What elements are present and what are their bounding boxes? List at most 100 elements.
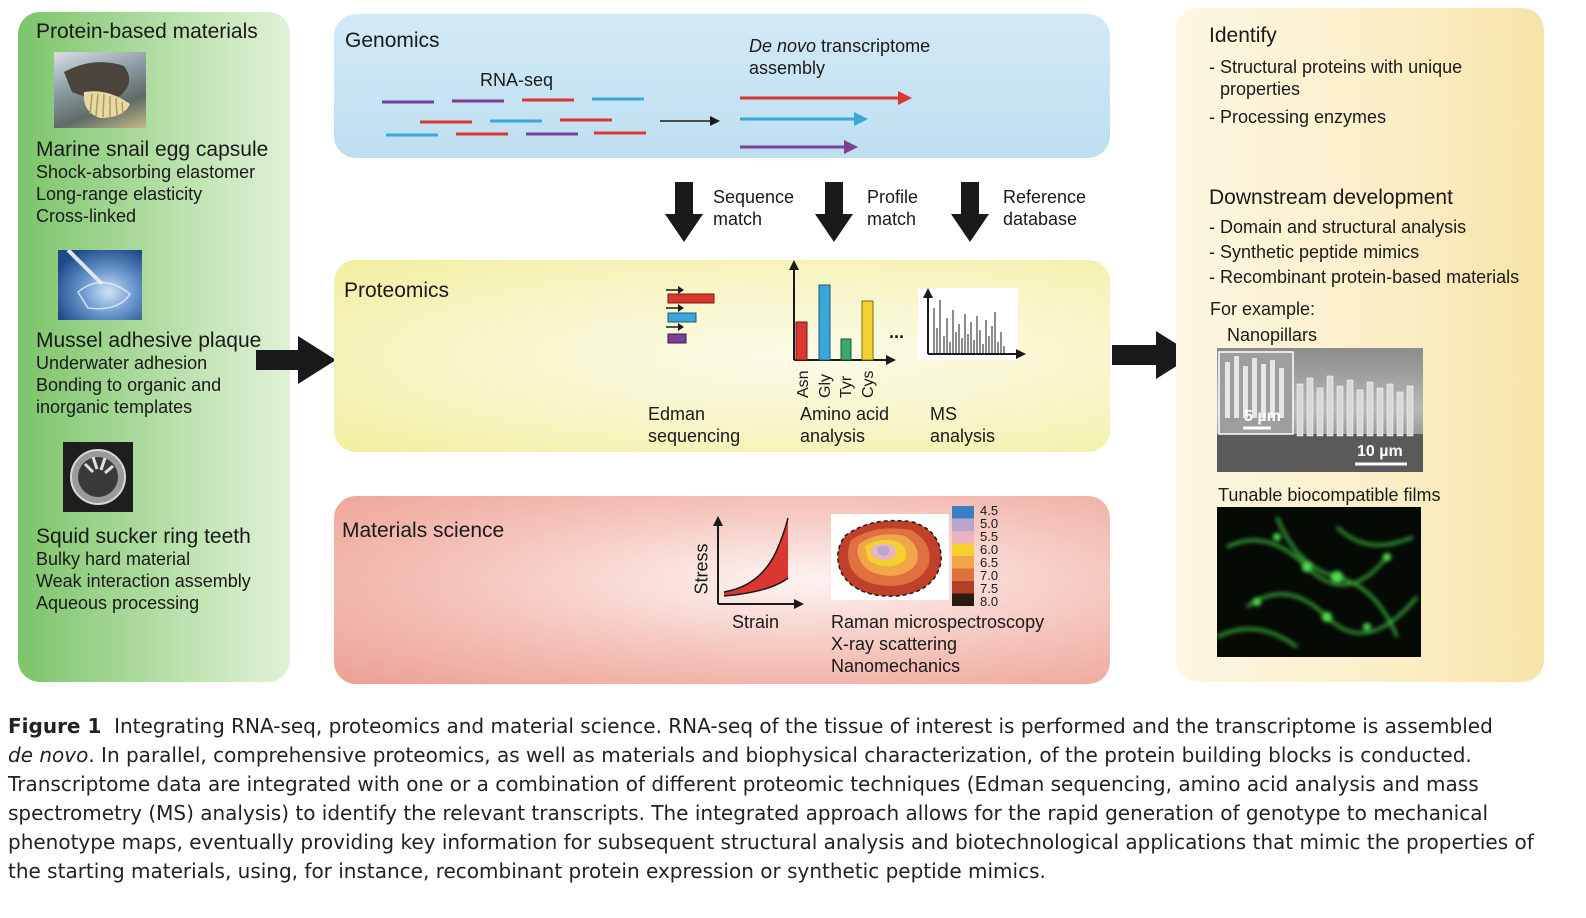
ms-spectrum xyxy=(923,288,1026,359)
proteomics-to-right-arrow xyxy=(1112,331,1194,379)
mussel-line-3: inorganic templates xyxy=(36,397,193,417)
edman-label-2: sequencing xyxy=(648,426,741,446)
materials-science-title: Materials science xyxy=(342,519,505,542)
amino-acid-label-2: analysis xyxy=(800,426,866,446)
legend-swatch xyxy=(952,543,974,556)
reference-database-label-2: database xyxy=(1003,209,1078,229)
legend-swatch xyxy=(952,506,974,519)
assembled-transcripts xyxy=(740,91,912,154)
strain-label: Strain xyxy=(732,612,780,632)
rnaseq-label: RNA-seq xyxy=(480,70,554,90)
caption-line-6: the starting materials, using, for insta… xyxy=(8,859,1046,883)
profile-match-label-1: Profile xyxy=(867,187,919,207)
figure-label: Figure 1 xyxy=(8,714,102,738)
caption-italic: de novo xyxy=(8,743,89,767)
raman-map xyxy=(837,519,942,597)
snail-line-3: Cross-linked xyxy=(36,206,137,226)
tick-tyr: Tyr xyxy=(838,375,855,398)
proteomics-title: Proteomics xyxy=(344,279,450,302)
identify-item-2: - Processing enzymes xyxy=(1209,107,1387,127)
legend-value: 7.0 xyxy=(980,568,999,583)
caption-line-1: Figure 1 Integrating RNA-seq, proteomics… xyxy=(8,712,1568,741)
caption-line-2: de novo. In parallel, comprehensive prot… xyxy=(8,741,1568,770)
identify-title: Identify xyxy=(1209,24,1277,47)
caption-line-5: phenotype maps, eventually providing key… xyxy=(8,830,1534,854)
snail-line-1: Shock-absorbing elastomer xyxy=(36,162,256,182)
squid-heading: Squid sucker ring teeth xyxy=(36,525,251,548)
bar-cys-yellow xyxy=(861,300,874,361)
squid-line-1: Bulky hard material xyxy=(36,549,191,569)
assembly-arrow xyxy=(660,116,720,126)
reference-database-arrow xyxy=(951,182,989,242)
snail-line-2: Long-range elasticity xyxy=(36,184,203,204)
caption-text-1: Integrating RNA-seq, proteomics and mate… xyxy=(114,714,1493,738)
for-example-label: For example: xyxy=(1210,299,1316,319)
reference-database-label-1: Reference xyxy=(1003,187,1087,207)
mussel-line-2: Bonding to organic and xyxy=(36,375,222,395)
ellipsis-label: ... xyxy=(889,322,905,342)
genomics-title: Genomics xyxy=(345,29,440,52)
figure-caption: Figure 1 Integrating RNA-seq, proteomics… xyxy=(8,712,1568,886)
bar-tyr-green xyxy=(840,338,852,361)
nanopillars-label: Nanopillars xyxy=(1227,325,1318,345)
materials-science-panel xyxy=(334,496,1110,684)
downstream-item-3: - Recombinant protein-based materials xyxy=(1209,267,1520,287)
profile-match-arrow xyxy=(815,182,853,242)
denovo-label-line2: assembly xyxy=(749,58,826,78)
sequence-match-label-1: Sequence xyxy=(713,187,795,207)
nanomechanics-method: Nanomechanics xyxy=(831,656,961,676)
bar-gly-blue xyxy=(818,284,831,361)
snail-heading: Marine snail egg capsule xyxy=(36,138,269,161)
legend-value: 5.0 xyxy=(980,516,999,531)
legend-value: 6.5 xyxy=(980,555,999,570)
ms-label-1: MS xyxy=(930,404,957,424)
amino-acid-chart: Asn Gly Tyr Cys xyxy=(789,260,896,398)
squid-line-3: Aqueous processing xyxy=(36,593,200,613)
identify-item-1-cont: properties xyxy=(1220,79,1301,99)
squid-line-2: Weak interaction assembly xyxy=(36,571,251,591)
legend-value: 4.5 xyxy=(980,503,999,518)
fluorescent-film-image xyxy=(1217,507,1421,657)
ms-label-2: analysis xyxy=(930,426,996,446)
legend-value: 6.0 xyxy=(980,542,999,557)
raman-method: Raman microspectroscopy xyxy=(831,612,1045,632)
protein-materials-title: Protein-based materials xyxy=(36,20,258,43)
sequence-match-label-2: match xyxy=(713,209,763,229)
identify-item-1: - Structural proteins with unique xyxy=(1209,57,1463,77)
mussel-line-1: Underwater adhesion xyxy=(36,353,208,373)
xray-method: X-ray scattering xyxy=(831,634,958,654)
stress-label: Stress xyxy=(691,543,712,595)
snail-egg-capsule-photo xyxy=(54,52,146,128)
squid-ring-photo xyxy=(63,442,133,512)
sequence-match-arrow xyxy=(665,182,703,242)
downstream-title: Downstream development xyxy=(1209,186,1453,209)
stress-strain-plot xyxy=(713,516,804,609)
mussel-plaque-photo xyxy=(58,250,142,320)
caption-line-3: Transcriptome data are integrated with o… xyxy=(8,772,1479,796)
caption-line-4: spectrometry (MS) analysis) to identify … xyxy=(8,801,1488,825)
legend-value: 7.5 xyxy=(980,581,999,596)
nanopillars-image xyxy=(1217,348,1423,472)
legend-swatch xyxy=(952,593,974,606)
tick-gly: Gly xyxy=(817,374,834,398)
tick-asn: Asn xyxy=(795,370,812,398)
films-label: Tunable biocompatible films xyxy=(1218,485,1441,505)
denovo-label-line1: De novo transcriptome xyxy=(749,36,931,56)
edman-icon xyxy=(666,286,715,344)
left-to-proteomics-arrow xyxy=(256,336,336,384)
rnaseq-reads xyxy=(382,97,646,137)
legend-swatch xyxy=(952,568,974,581)
raman-legend-values: 4.5 5.0 5.5 6.0 6.5 7.0 7.5 8.0 xyxy=(980,504,1010,608)
legend-swatch xyxy=(952,556,974,569)
downstream-item-1: - Domain and structural analysis xyxy=(1209,217,1467,237)
bar-asn-red xyxy=(795,321,808,361)
legend-swatch xyxy=(952,518,974,531)
edman-label-1: Edman xyxy=(648,404,706,424)
scale-bar-5um: 5 µm xyxy=(1244,408,1281,425)
scale-bar-10um: 10 µm xyxy=(1357,443,1403,460)
mussel-heading: Mussel adhesive plaque xyxy=(36,329,262,352)
downstream-item-2: - Synthetic peptide mimics xyxy=(1209,242,1420,262)
legend-swatch xyxy=(952,581,974,594)
caption-text-2: . In parallel, comprehensive proteomics,… xyxy=(88,743,1472,767)
raman-color-legend xyxy=(952,506,974,606)
